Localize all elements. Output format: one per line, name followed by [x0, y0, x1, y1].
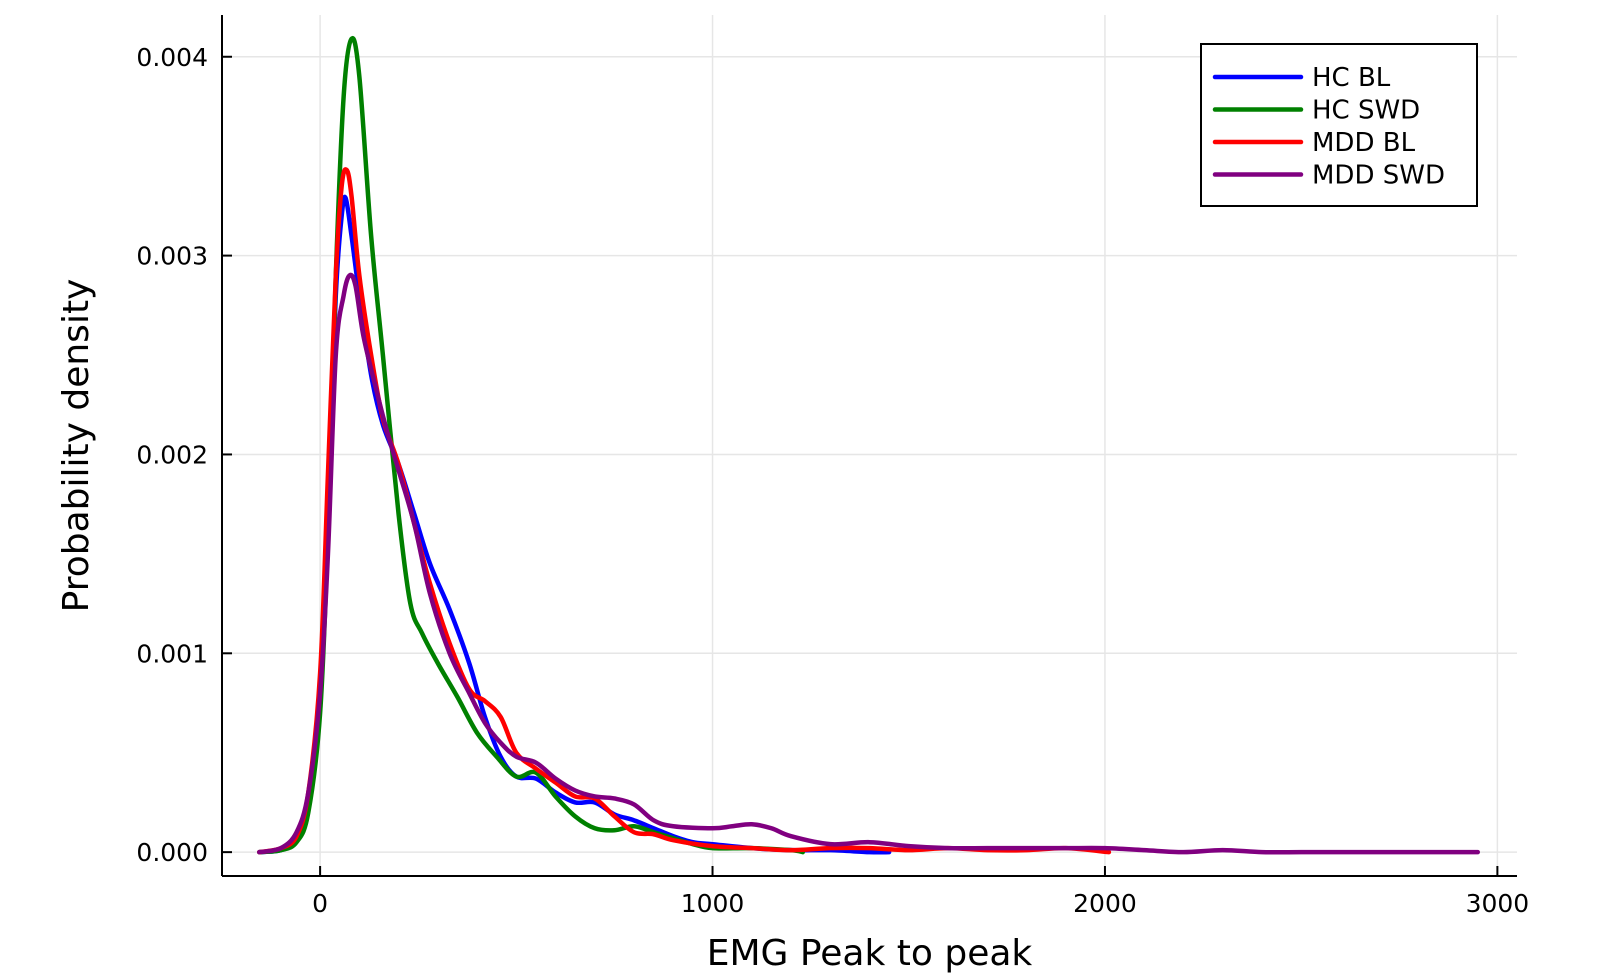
x-tick-label: 3000 — [1466, 889, 1530, 918]
x-tick-label: 2000 — [1073, 889, 1137, 918]
x-axis-title: EMG Peak to peak — [707, 933, 1033, 974]
axes — [221, 15, 1517, 877]
series-line-mdd-swd — [257, 272, 1481, 855]
legend-label-mdd-swd: MDD SWD — [1312, 161, 1445, 191]
y-tick-label: 0.000 — [136, 838, 208, 867]
series-line-mdd-bl — [257, 167, 1112, 855]
series-line-hc-swd — [257, 35, 806, 855]
tick-marks: 0 1000 2000 3000 0.000 0.001 0.002 0.003 0.004 — [136, 43, 1529, 918]
series-lines — [257, 35, 1481, 855]
series-line-hc-bl — [257, 194, 892, 855]
x-tick-label: 0 — [312, 889, 328, 918]
x-tick-label: 1000 — [681, 889, 745, 918]
y-tick-label: 0.003 — [136, 242, 208, 271]
legend-box — [1200, 43, 1478, 207]
legend-label-hc-swd: HC SWD — [1312, 96, 1420, 126]
legend-label-hc-bl: HC BL — [1312, 63, 1391, 93]
y-tick-label: 0.002 — [136, 440, 208, 469]
legend-label-mdd-bl: MDD BL — [1312, 128, 1416, 158]
y-tick-label: 0.001 — [136, 639, 208, 668]
y-tick-label: 0.004 — [136, 43, 208, 72]
y-axis-title: Probability density — [56, 279, 97, 613]
